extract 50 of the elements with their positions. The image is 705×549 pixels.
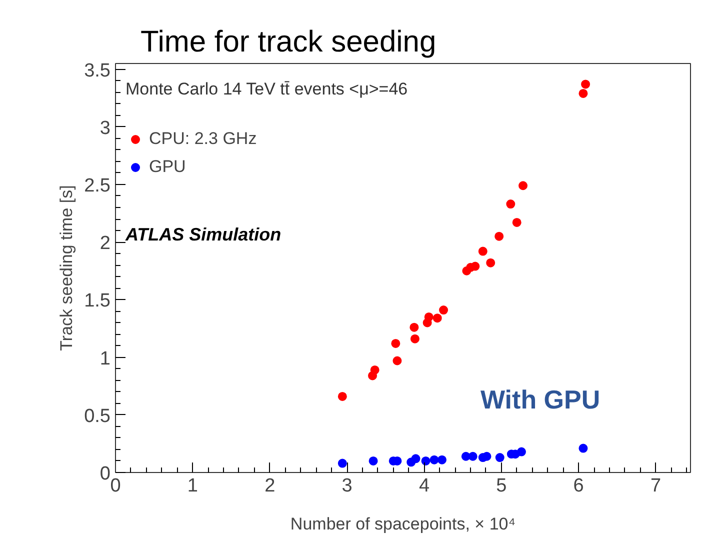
- y-tick-label: 3: [100, 118, 111, 139]
- point: [478, 246, 488, 256]
- point: [518, 181, 528, 190]
- point: [506, 200, 516, 209]
- annotation: With GPU: [480, 384, 600, 414]
- x-tick-label: 1: [187, 476, 198, 496]
- point: [368, 456, 378, 466]
- point: [470, 262, 480, 271]
- point: [468, 452, 478, 461]
- point: [495, 453, 504, 462]
- point: [512, 218, 522, 227]
- point: [421, 456, 430, 466]
- point: [424, 312, 434, 322]
- annotation: Monte Carlo 14 TeV tt̄ events <μ>=46: [126, 80, 408, 98]
- point: [392, 356, 402, 366]
- y-tick-label: 1: [100, 348, 111, 370]
- point: [370, 365, 380, 374]
- x-tick-label: 6: [573, 476, 584, 496]
- point: [410, 334, 420, 344]
- annotation: ATLAS Simulation: [124, 224, 282, 244]
- y-tick-label: 2.5: [84, 175, 111, 196]
- point: [391, 338, 400, 348]
- point: [494, 232, 504, 241]
- x-tick-label: 2: [264, 476, 276, 496]
- point: [432, 314, 442, 323]
- point: [486, 258, 496, 268]
- y-tick-label: 1.5: [84, 290, 111, 312]
- x-tick-label: 7: [650, 476, 662, 496]
- point: [578, 88, 588, 98]
- point: [338, 458, 347, 468]
- point: [516, 447, 526, 456]
- point: [439, 306, 448, 315]
- x-axis-title: Number of spacepoints, × 10⁴: [290, 514, 516, 534]
- point: [437, 455, 446, 464]
- legend-label: GPU: [149, 157, 186, 177]
- point: [578, 444, 588, 453]
- y-tick-label: 0.5: [84, 406, 111, 427]
- legend-label: CPU: 2.3 GHz: [149, 129, 257, 149]
- chart-title: Time for track seeding: [140, 26, 436, 58]
- point: [430, 455, 439, 464]
- y-tick-label: 2: [100, 233, 111, 254]
- point: [411, 454, 420, 464]
- x-tick-label: 4: [418, 476, 430, 496]
- y-tick-label: 3.5: [84, 60, 111, 82]
- point: [338, 392, 347, 401]
- x-tick-label: 3: [342, 476, 352, 496]
- x-tick-label: 5: [496, 476, 507, 496]
- point: [410, 322, 419, 332]
- point: [581, 80, 590, 89]
- y-axis-title: Track seeding time [s]: [57, 185, 76, 351]
